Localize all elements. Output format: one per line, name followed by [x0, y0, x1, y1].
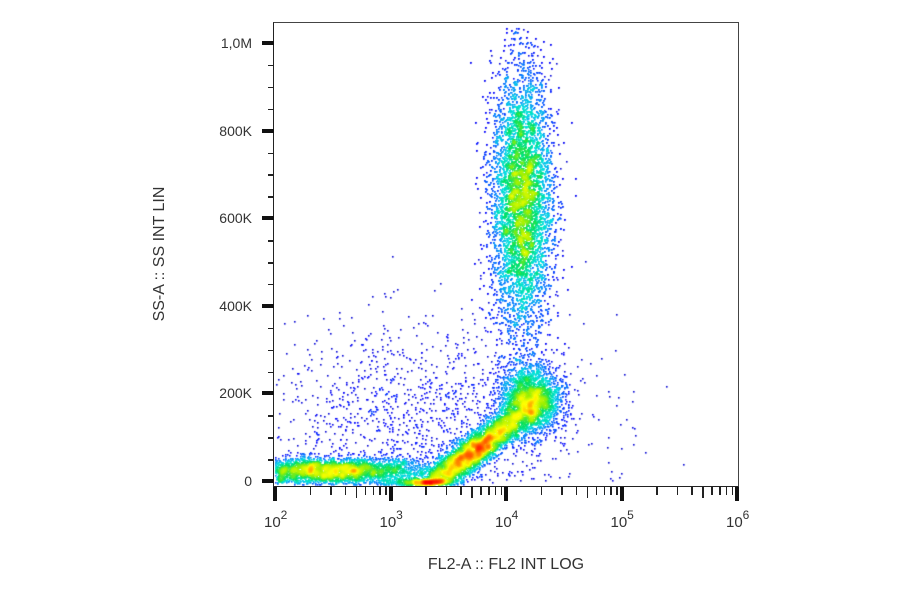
x-tick-minor — [364, 487, 367, 495]
y-tick-minor — [268, 327, 274, 330]
x-tick-major — [273, 487, 277, 501]
y-tick-minor — [268, 64, 274, 67]
x-tick-minor — [711, 487, 713, 495]
x-tick-minor — [425, 487, 427, 495]
x-tick-major — [504, 487, 508, 501]
x-tick-minor — [445, 487, 448, 495]
x-tick-minor — [488, 487, 490, 495]
x-tick-minor — [610, 487, 612, 495]
y-tick-major — [262, 391, 274, 396]
y-tick-label: 0 — [244, 473, 252, 489]
x-tick-major — [735, 487, 739, 501]
x-tick-minor — [379, 487, 381, 495]
y-tick-minor — [268, 459, 274, 461]
x-tick-minor — [603, 487, 606, 495]
y-tick-minor — [268, 262, 274, 264]
x-tick-major — [388, 487, 393, 501]
y-tick-minor — [268, 86, 274, 89]
y-tick-minor — [268, 415, 274, 417]
x-tick-minor — [719, 487, 721, 495]
x-tick-minor — [460, 487, 462, 495]
y-tick-minor — [268, 437, 274, 439]
y-tick-minor — [268, 371, 274, 373]
x-tick-label: 106 — [725, 508, 750, 531]
y-tick-minor — [268, 283, 274, 286]
x-tick-minor — [355, 487, 358, 498]
y-tick-minor — [268, 349, 274, 352]
y-tick-minor — [268, 108, 274, 111]
x-tick-label: 105 — [610, 508, 634, 531]
y-tick-label: 800K — [219, 122, 252, 139]
y-tick-label: 600K — [219, 210, 252, 227]
y-tick-minor — [268, 152, 274, 154]
y-tick-major — [262, 41, 274, 45]
x-tick-label: 102 — [263, 508, 288, 531]
x-tick-minor — [385, 487, 387, 495]
y-tick-minor — [268, 240, 274, 242]
x-tick-label: 103 — [379, 508, 403, 531]
x-tick-minor — [656, 487, 658, 495]
x-tick-minor — [309, 487, 312, 495]
y-axis-title: SS-A :: SS INT LIN — [151, 186, 168, 322]
x-tick-minor — [561, 487, 563, 495]
x-tick-minor — [344, 487, 347, 495]
y-tick-label: 1,0M — [220, 35, 252, 51]
x-tick-minor — [676, 487, 679, 495]
x-tick-minor — [372, 487, 375, 495]
x-tick-minor — [725, 487, 728, 495]
x-tick-minor — [702, 487, 704, 498]
y-tick-major — [262, 128, 274, 133]
x-tick-minor — [500, 487, 503, 495]
x-tick-minor — [471, 487, 473, 498]
x-tick-minor — [586, 487, 589, 498]
x-tick-label: 104 — [494, 508, 519, 531]
x-tick-minor — [616, 487, 618, 495]
x-tick-minor — [480, 487, 482, 495]
y-tick-major — [262, 216, 274, 221]
x-tick-minor — [691, 487, 693, 495]
density-dot-plot — [274, 23, 738, 486]
y-tick-major — [262, 303, 274, 308]
x-tick-minor — [575, 487, 578, 495]
x-tick-minor — [595, 487, 598, 495]
x-tick-minor — [494, 487, 497, 495]
x-tick-minor — [330, 487, 332, 495]
x-tick-minor — [540, 487, 543, 495]
y-tick-major — [262, 479, 274, 483]
y-tick-minor — [268, 196, 274, 198]
x-axis-title: FL2-A :: FL2 INT LOG — [427, 556, 585, 573]
y-tick-label: 400K — [219, 297, 252, 314]
x-tick-minor — [731, 487, 734, 495]
plot-frame — [273, 22, 739, 487]
y-tick-minor — [268, 174, 274, 176]
x-tick-major — [619, 487, 624, 501]
y-tick-label: 200K — [219, 385, 252, 402]
